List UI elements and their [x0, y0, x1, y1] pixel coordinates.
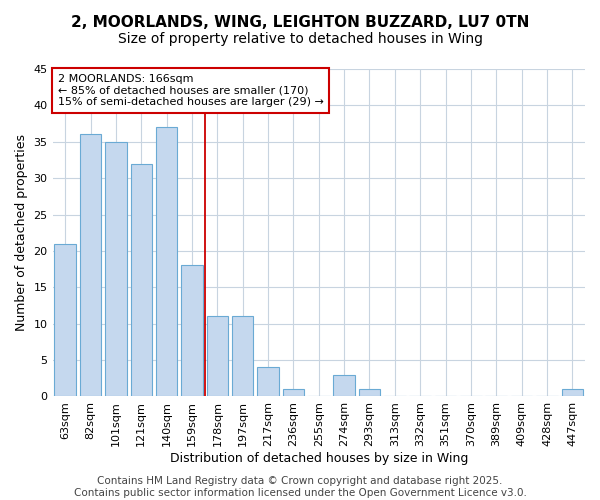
- Bar: [206, 316, 228, 396]
- Bar: [359, 389, 380, 396]
- Bar: [232, 316, 253, 396]
- Bar: [131, 164, 152, 396]
- Text: 2, MOORLANDS, WING, LEIGHTON BUZZARD, LU7 0TN: 2, MOORLANDS, WING, LEIGHTON BUZZARD, LU…: [71, 15, 529, 30]
- X-axis label: Distribution of detached houses by size in Wing: Distribution of detached houses by size …: [170, 452, 468, 465]
- Bar: [156, 127, 178, 396]
- Text: 2 MOORLANDS: 166sqm
← 85% of detached houses are smaller (170)
15% of semi-detac: 2 MOORLANDS: 166sqm ← 85% of detached ho…: [58, 74, 324, 107]
- Text: Contains HM Land Registry data © Crown copyright and database right 2025.
Contai: Contains HM Land Registry data © Crown c…: [74, 476, 526, 498]
- Bar: [80, 134, 101, 396]
- Text: Size of property relative to detached houses in Wing: Size of property relative to detached ho…: [118, 32, 482, 46]
- Y-axis label: Number of detached properties: Number of detached properties: [15, 134, 28, 331]
- Bar: [562, 389, 583, 396]
- Bar: [181, 266, 203, 396]
- Bar: [257, 368, 279, 396]
- Bar: [334, 374, 355, 396]
- Bar: [55, 244, 76, 396]
- Bar: [105, 142, 127, 397]
- Bar: [283, 389, 304, 396]
